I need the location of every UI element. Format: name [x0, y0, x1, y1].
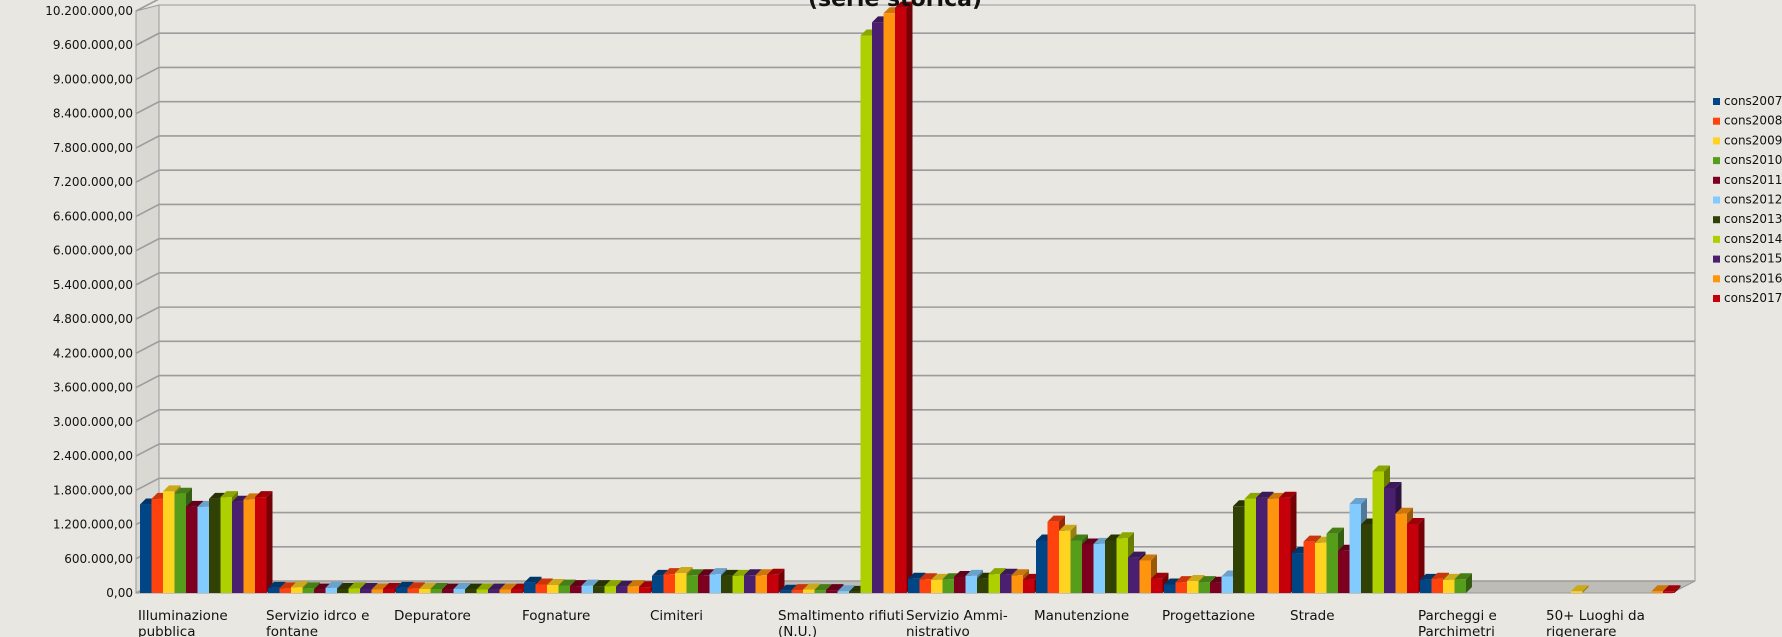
- x-category-label: Fognature: [522, 608, 590, 624]
- legend-swatch: [1713, 137, 1720, 145]
- y-tick-label: 2.400.000,00: [53, 449, 133, 463]
- y-tick-label: 9.600.000,00: [53, 38, 133, 52]
- y-tick-label: 3.000.000,00: [53, 415, 133, 429]
- legend-swatch: [1713, 176, 1720, 184]
- x-category-label: 50+ Luoghi da rigenerare: [1546, 608, 1645, 637]
- chart-bars: [140, 1, 1681, 594]
- bar: [255, 491, 273, 593]
- legend-label: cons2009: [1724, 133, 1782, 147]
- chart-title: (serie storica): [808, 0, 982, 12]
- legend-item: cons2009: [1713, 133, 1782, 147]
- bar: [1571, 585, 1589, 593]
- y-tick-label: 8.400.000,00: [53, 107, 133, 121]
- legend-label: cons2007: [1724, 94, 1782, 108]
- gridline: [135, 0, 159, 12]
- legend-item: cons2012: [1713, 193, 1782, 207]
- bar: [1454, 573, 1472, 593]
- x-category-label: Parcheggi e Parchimetri: [1418, 608, 1497, 637]
- legend-swatch: [1713, 255, 1720, 263]
- gridline: [135, 374, 1695, 389]
- legend-swatch: [1713, 98, 1720, 105]
- legend-swatch: [1713, 216, 1720, 224]
- gridline: [135, 340, 1695, 355]
- bar: [767, 568, 785, 593]
- y-tick-label: 1.800.000,00: [53, 483, 133, 497]
- x-category-label: Progettazione: [1162, 608, 1255, 624]
- bar: [895, 1, 913, 593]
- y-tick-label: 10.200.000,00: [45, 4, 133, 18]
- chart-walls: [135, 4, 1696, 594]
- gridline: [135, 203, 1695, 218]
- y-tick-label: 600.000,00: [64, 552, 133, 566]
- y-tick-label: 7.200.000,00: [53, 175, 133, 189]
- y-tick-label: 6.000.000,00: [53, 244, 133, 258]
- legend-label: cons2013: [1724, 212, 1782, 226]
- x-category-label: Smaltimento rifiuti (N.U.): [778, 608, 904, 637]
- legend-swatch: [1713, 275, 1720, 283]
- x-category-label: Servizio Ammi-nistrativo: [906, 608, 1008, 637]
- legend-swatch: [1713, 196, 1720, 204]
- chart-legend: cons2007 cons2008 cons2009 cons2010 cons2011…: [1713, 94, 1782, 305]
- gridline: [135, 272, 1695, 286]
- gridline: [135, 169, 1695, 183]
- x-category-label: Manutenzione: [1034, 608, 1129, 624]
- y-tick-label: 9.000.000,00: [53, 72, 133, 86]
- gridline: [135, 237, 1695, 252]
- legend-item: cons2014: [1713, 232, 1782, 246]
- gridline: [135, 477, 1695, 492]
- legend-label: cons2014: [1724, 232, 1782, 246]
- x-category-label: Servizio idrco e fontane: [266, 608, 369, 637]
- legend-label: cons2008: [1724, 114, 1782, 128]
- chart-gridlines: [135, 0, 1695, 594]
- legend-label: cons2011: [1724, 173, 1782, 187]
- x-category-label: Cimiteri: [650, 608, 703, 624]
- gridline: [135, 409, 1695, 423]
- legend-label: cons2016: [1724, 271, 1782, 285]
- legend-swatch: [1713, 157, 1720, 165]
- legend-item: cons2017: [1713, 291, 1782, 305]
- y-tick-label: 4.200.000,00: [53, 346, 133, 360]
- x-axis-category-labels: Illuminazione pubblica Servizio idrco e fon…: [138, 608, 1645, 637]
- legend-swatch: [1713, 117, 1720, 125]
- legend-swatch: [1713, 235, 1720, 243]
- gridline: [135, 32, 1695, 46]
- gridline: [135, 135, 1695, 149]
- bar: [1407, 517, 1425, 593]
- legend-label: cons2017: [1724, 291, 1782, 305]
- gridline: [135, 66, 1695, 81]
- back-wall: [158, 4, 1696, 582]
- legend-label: cons2015: [1724, 252, 1782, 266]
- bar: [1663, 585, 1681, 593]
- y-tick-label: 1.200.000,00: [53, 518, 133, 532]
- y-tick-label: 3.600.000,00: [53, 381, 133, 395]
- legend-item: cons2016: [1713, 271, 1782, 285]
- gridline: [135, 100, 1695, 115]
- legend-item: cons2013: [1713, 212, 1782, 226]
- legend-item: cons2011: [1713, 173, 1782, 187]
- x-category-label: Illuminazione pubblica: [138, 608, 228, 637]
- y-axis-tick-labels: 0,00 600.000,00 1.200.000,00 1.800.000,00 2.…: [45, 4, 133, 600]
- y-tick-label: 7.800.000,00: [53, 141, 133, 155]
- y-tick-label: 0,00: [106, 586, 133, 600]
- y-tick-label: 4.800.000,00: [53, 312, 133, 326]
- x-category-label: Strade: [1290, 608, 1335, 624]
- legend-label: cons2012: [1724, 193, 1782, 207]
- y-tick-label: 5.400.000,00: [53, 278, 133, 292]
- gridline: [135, 306, 1695, 320]
- x-category-label: Depuratore: [394, 608, 471, 624]
- legend-item: cons2007: [1713, 94, 1782, 108]
- legend-item: cons2015: [1713, 252, 1782, 266]
- legend-item: cons2008: [1713, 114, 1782, 128]
- gridline: [135, 443, 1695, 457]
- legend-item: cons2010: [1713, 153, 1782, 167]
- legend-swatch: [1713, 295, 1720, 302]
- legend-label: cons2010: [1724, 153, 1782, 167]
- y-tick-label: 6.600.000,00: [53, 209, 133, 223]
